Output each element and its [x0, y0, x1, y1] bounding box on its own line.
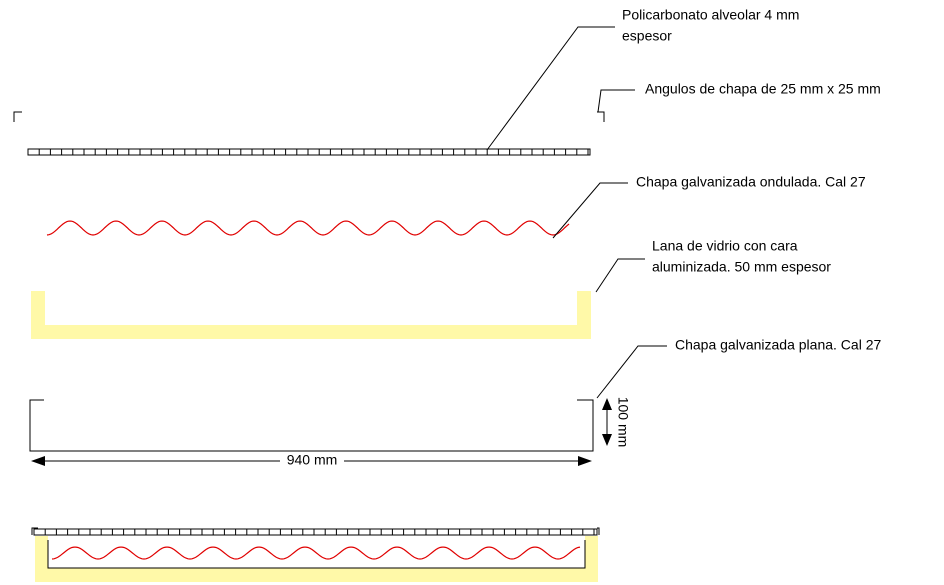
angle-left	[13, 111, 22, 122]
flat-sheet	[29, 399, 594, 452]
assembled-angles	[31, 527, 600, 535]
label: Chapa galvanizada plana. Cal 27	[675, 337, 881, 353]
assembled-corrugated-sheet	[51, 546, 581, 560]
leader	[552, 182, 628, 239]
dimension-label: 100 mm	[615, 397, 631, 448]
label: Lana de vidrio con cara	[652, 238, 798, 254]
assembled-panel	[33, 528, 598, 536]
label: Policarbonato alveolar 4 mm	[622, 7, 799, 23]
glass-wool	[31, 291, 591, 339]
arrowheads	[602, 398, 612, 446]
leader	[596, 345, 667, 399]
label: aluminizada. 50 mm espesor	[652, 259, 831, 275]
label: Chapa galvanizada ondulada. Cal 27	[636, 174, 866, 190]
assembled-glass-wool	[35, 536, 598, 582]
label: espesor	[622, 28, 672, 44]
leader	[595, 258, 645, 293]
corrugated-sheet	[46, 220, 570, 236]
angle-right	[597, 111, 605, 122]
assembled-panel-cells	[44, 529, 595, 535]
polycarbonate-panel	[27, 148, 591, 156]
dimension-label: 940 mm	[287, 452, 338, 468]
label-bg	[280, 453, 344, 469]
label: Angulos de chapa de 25 mm x 25 mm	[645, 81, 881, 97]
leader	[486, 26, 615, 151]
assembled-flat-sheet	[47, 540, 586, 569]
panel-cells	[38, 149, 589, 155]
leader	[597, 89, 635, 113]
